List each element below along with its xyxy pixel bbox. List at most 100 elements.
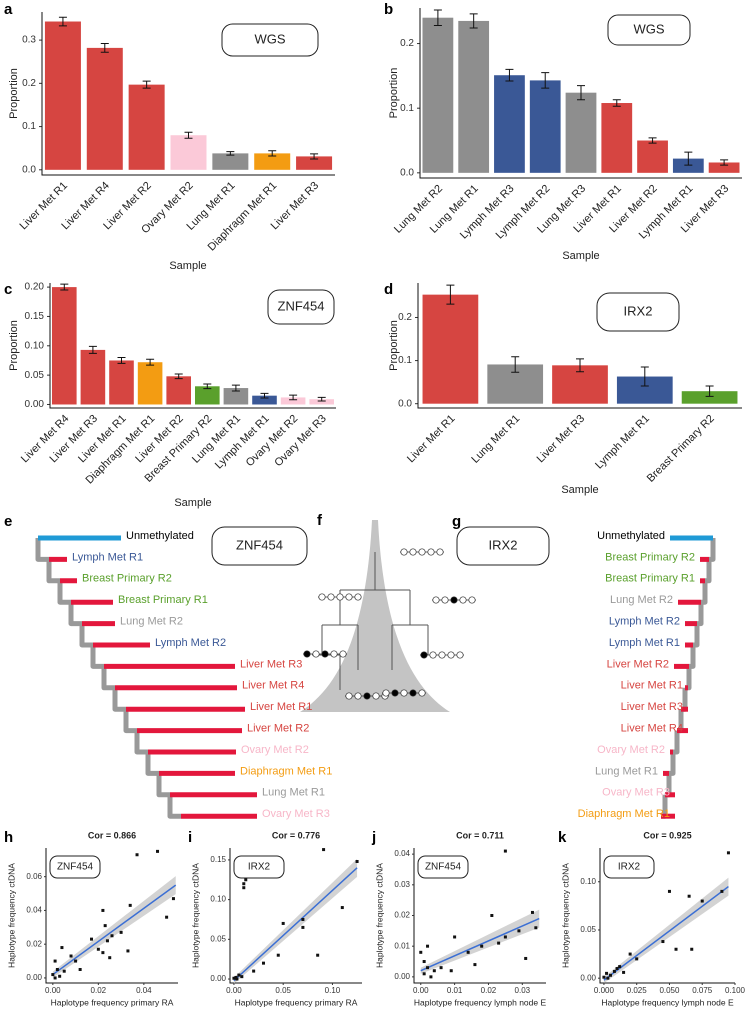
panel-letter: e xyxy=(4,513,12,530)
y-tick-label: 0.01 xyxy=(394,941,410,950)
haplotype-dot xyxy=(468,596,476,604)
confidence-band xyxy=(603,877,729,984)
label-box-text: ZNF454 xyxy=(425,862,462,873)
x-tick-label: 0.02 xyxy=(481,986,497,995)
label-box xyxy=(607,14,691,46)
haplotype-dot xyxy=(427,548,435,556)
point xyxy=(316,953,320,957)
haplotype-dot xyxy=(345,593,353,601)
label-box-text: IRX2 xyxy=(248,862,271,873)
x-tick-label: 0.025 xyxy=(627,986,648,995)
error-bar xyxy=(184,131,193,139)
point xyxy=(234,975,238,979)
point xyxy=(635,957,639,961)
y-tick-label: 0.15 xyxy=(25,311,45,322)
bar xyxy=(529,80,561,173)
point xyxy=(60,946,64,950)
point xyxy=(449,969,453,973)
haplotype-dot xyxy=(391,689,399,697)
error-bar xyxy=(88,345,97,354)
tree-branch xyxy=(123,709,137,734)
leaf-label: Liver Met R3 xyxy=(621,701,683,713)
error-bar xyxy=(720,159,729,166)
bar xyxy=(109,360,134,405)
tree-branch xyxy=(46,559,60,584)
leaf-label: Liver Met R3 xyxy=(240,658,302,670)
error-bar xyxy=(146,358,155,366)
tree-branch xyxy=(112,687,126,712)
label-box xyxy=(603,855,655,879)
error-bar xyxy=(142,80,151,89)
y-tick-label: 0.10 xyxy=(580,877,596,886)
tree-branch xyxy=(79,623,93,648)
bar xyxy=(86,47,123,170)
point xyxy=(517,929,521,933)
confidence-band xyxy=(420,909,540,974)
haplotype-dot xyxy=(312,650,320,658)
point xyxy=(244,878,248,882)
y-tick-label: 0.1 xyxy=(400,103,414,114)
bar xyxy=(681,391,738,404)
error-bar xyxy=(231,384,240,392)
leaf-label: Ovary Met R2 xyxy=(597,744,665,756)
point xyxy=(726,851,730,855)
x-tick-label: 0.050 xyxy=(659,986,680,995)
axes xyxy=(45,848,178,984)
x-axis-label: Haplotype frequency lymph node E xyxy=(601,997,734,1007)
bar xyxy=(637,140,668,173)
haplotype-dot xyxy=(438,651,446,659)
haplotype-dot xyxy=(354,593,362,601)
panel-letter: h xyxy=(4,829,13,846)
point xyxy=(110,934,114,938)
point xyxy=(74,959,78,963)
error-bar xyxy=(174,373,183,380)
axes xyxy=(417,283,742,409)
bar xyxy=(212,153,249,170)
error-bar xyxy=(226,151,235,156)
label-box xyxy=(233,855,285,879)
point xyxy=(615,967,619,971)
point xyxy=(503,935,507,939)
point xyxy=(720,889,724,893)
label-box xyxy=(596,292,680,332)
x-tick-label: 0.000 xyxy=(594,986,615,995)
bar xyxy=(128,84,165,170)
error-bar xyxy=(268,150,277,157)
point xyxy=(101,908,105,912)
leaf-label: Breast Primary R2 xyxy=(605,551,695,563)
point xyxy=(252,969,256,973)
bar xyxy=(52,287,77,405)
point xyxy=(171,897,175,901)
panel-letter: b xyxy=(384,1,393,18)
haplotype-dot xyxy=(429,651,437,659)
tree-branch xyxy=(689,645,696,669)
point xyxy=(58,974,62,978)
y-tick-label: 0.00 xyxy=(394,972,410,981)
leaf-label: Lymph Met R2 xyxy=(609,616,680,628)
point xyxy=(261,961,265,965)
haplotype-dot xyxy=(372,692,380,700)
point xyxy=(128,903,132,907)
x-tick-label: Lymph Met R1 xyxy=(593,413,652,472)
error-bar xyxy=(648,137,657,144)
y-tick-label: 0.0 xyxy=(400,167,414,178)
label-box xyxy=(211,526,308,566)
bar xyxy=(708,162,740,173)
y-axis-label: Proportion xyxy=(388,320,400,371)
panel-letter: d xyxy=(384,281,393,298)
label-box xyxy=(49,855,101,879)
point xyxy=(524,956,528,960)
point xyxy=(622,970,626,974)
axes xyxy=(419,8,742,179)
bar xyxy=(80,349,106,405)
error-bar xyxy=(541,72,550,89)
point xyxy=(473,963,477,967)
error-bar xyxy=(433,9,442,26)
point xyxy=(687,894,691,898)
y-tick-label: 0.10 xyxy=(210,895,226,904)
label-box-text: ZNF454 xyxy=(236,537,283,552)
error-bar xyxy=(705,385,714,397)
panel-letter: a xyxy=(4,1,13,18)
point xyxy=(429,975,433,979)
